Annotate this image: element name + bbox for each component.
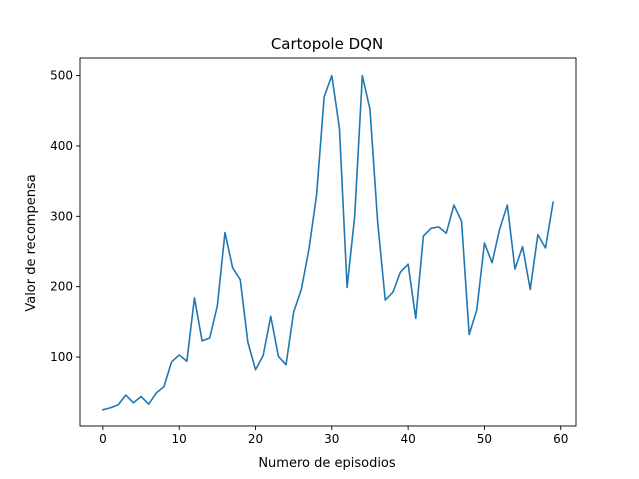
x-tick-label: 60 (553, 432, 568, 446)
y-tick-label: 100 (50, 350, 73, 364)
y-tick-label: 500 (50, 69, 73, 83)
axes-frame (79, 57, 577, 427)
x-tick-label: 0 (99, 432, 107, 446)
y-tick-label: 300 (50, 209, 73, 223)
x-tick-label: 10 (172, 432, 187, 446)
y-tick-label: 200 (50, 280, 73, 294)
x-tick-label: 20 (248, 432, 263, 446)
y-tick-label: 400 (50, 139, 73, 153)
x-tick-label: 50 (477, 432, 492, 446)
x-tick-label: 40 (400, 432, 415, 446)
series-line-0 (101, 74, 555, 411)
x-axis-title: Numero de episodios (258, 456, 396, 471)
y-axis-title: Valor de recompensa (24, 174, 39, 311)
x-tick-label: 30 (324, 432, 339, 446)
plot-area: 0 10 20 30 40 50 60 100 200 300 400 500 (50, 57, 577, 446)
chart-title: Cartopole DQN (271, 35, 383, 53)
